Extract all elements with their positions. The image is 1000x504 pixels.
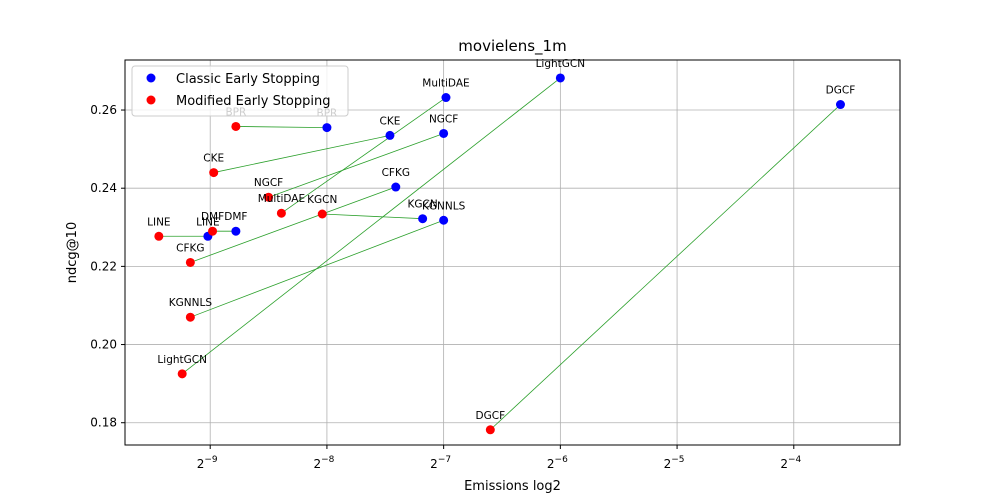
point-classic-cfkg xyxy=(391,182,401,192)
point-modified-line xyxy=(154,231,164,241)
point-classic-ngcf xyxy=(439,128,449,138)
connector-lines xyxy=(158,77,841,431)
point-label-classic-line: LINE xyxy=(196,216,219,228)
connector-line-cke xyxy=(213,135,391,173)
point-modified-dgcf xyxy=(485,425,495,435)
x-tick-base: 2 xyxy=(197,457,205,471)
legend-label-classic: Classic Early Stopping xyxy=(176,72,320,87)
x-tick-label: 2−7 xyxy=(430,455,451,471)
legend-marker-classic xyxy=(146,73,156,83)
point-label-classic-ngcf: NGCF xyxy=(429,113,458,125)
point-labels: LightGCNDGCFMultiDAEBPRCKENGCFCFKGKGCNKG… xyxy=(147,58,855,422)
x-tick-base: 2 xyxy=(780,457,788,471)
x-tick-label: 2−5 xyxy=(664,455,685,471)
y-tick-label: 0.20 xyxy=(90,338,117,352)
point-classic-multidae xyxy=(441,93,451,103)
connector-line-dgcf xyxy=(490,104,841,431)
point-classic-bpr xyxy=(322,123,332,133)
point-label-modified-multidae: MultiDAE xyxy=(258,193,305,205)
y-axis-label: ndcg@10 xyxy=(65,222,80,283)
point-label-modified-ngcf: NGCF xyxy=(254,177,283,189)
point-label-classic-kgcn: KGCN xyxy=(408,199,438,211)
point-label-classic-multidae: MultiDAE xyxy=(422,78,469,90)
y-tick-label: 0.18 xyxy=(90,416,117,430)
x-tick-label: 2−6 xyxy=(547,455,568,471)
point-label-classic-dgcf: DGCF xyxy=(826,85,856,97)
point-label-classic-cke: CKE xyxy=(380,115,401,127)
x-tick-exponent: −9 xyxy=(204,455,218,465)
x-tick-exponent: −8 xyxy=(321,455,335,465)
point-modified-lightgcn xyxy=(177,369,187,379)
point-modified-ngcf xyxy=(264,192,274,202)
x-tick-label: 2−9 xyxy=(197,455,218,471)
point-label-modified-kgcn: KGCN xyxy=(307,194,337,206)
x-axis-label: Emissions log2 xyxy=(464,479,561,494)
point-label-modified-cke: CKE xyxy=(203,153,224,165)
connector-line-ngcf xyxy=(268,133,444,198)
point-classic-kgnnls xyxy=(439,215,449,225)
point-classic-dmf xyxy=(231,226,241,236)
point-modified-bpr xyxy=(231,121,241,131)
point-classic-cke xyxy=(385,130,395,140)
chart-title: movielens_1m xyxy=(458,37,566,56)
point-label-modified-dmf: DMF xyxy=(201,211,224,223)
point-classic-dgcf xyxy=(835,100,845,110)
x-axis-ticks: 2−9 2−8 2−7 2−6 2−5 2−4 xyxy=(197,445,802,471)
y-tick-label: 0.22 xyxy=(90,259,117,273)
connector-line-cfkg xyxy=(190,186,396,263)
x-tick-base: 2 xyxy=(430,457,438,471)
x-tick-base: 2 xyxy=(313,457,321,471)
x-tick-label: 2−8 xyxy=(313,455,334,471)
x-tick-exponent: −4 xyxy=(788,455,802,465)
point-modified-cke xyxy=(209,168,219,178)
x-tick-base: 2 xyxy=(664,457,672,471)
connector-line-lightgcn xyxy=(181,77,561,375)
x-tick-exponent: −7 xyxy=(438,455,451,465)
connector-line-kgcn xyxy=(322,213,423,220)
legend-marker-modified xyxy=(146,95,156,105)
connector-line-multidae xyxy=(281,97,447,214)
point-modified-kgcn xyxy=(317,209,327,219)
connector-line-bpr xyxy=(235,126,327,129)
point-modified-multidae xyxy=(276,208,286,218)
point-label-classic-lightgcn: LightGCN xyxy=(536,58,586,70)
point-modified-kgnnls xyxy=(185,312,195,322)
point-label-modified-lightgcn: LightGCN xyxy=(157,354,207,366)
legend-label-modified: Modified Early Stopping xyxy=(176,94,330,109)
point-label-modified-line: LINE xyxy=(147,216,170,228)
point-modified-dmf xyxy=(208,226,218,236)
y-tick-label: 0.26 xyxy=(90,103,117,117)
point-label-classic-dmf: DMF xyxy=(224,211,247,223)
point-label-modified-cfkg: CFKG xyxy=(176,242,204,254)
x-tick-base: 2 xyxy=(547,457,555,471)
point-label-modified-dgcf: DGCF xyxy=(476,410,506,422)
y-axis-ticks: 0.18 0.20 0.22 0.24 0.26 xyxy=(90,103,125,430)
point-label-modified-kgnnls: KGNNLS xyxy=(169,297,213,309)
point-label-classic-kgnnls: KGNNLS xyxy=(422,200,466,212)
legend-box xyxy=(131,65,349,117)
point-classic-kgcn xyxy=(418,214,428,224)
data-points xyxy=(154,73,845,435)
point-classic-lightgcn xyxy=(555,73,565,83)
x-tick-exponent: −5 xyxy=(671,455,684,465)
legend: Classic Early Stopping Modified Early St… xyxy=(131,65,349,117)
point-modified-cfkg xyxy=(185,257,195,267)
x-tick-label: 2−4 xyxy=(780,455,801,471)
plot-frame xyxy=(124,59,901,446)
point-label-classic-cfkg: CFKG xyxy=(382,167,410,179)
x-tick-exponent: −6 xyxy=(555,455,569,465)
y-tick-label: 0.24 xyxy=(90,181,117,195)
